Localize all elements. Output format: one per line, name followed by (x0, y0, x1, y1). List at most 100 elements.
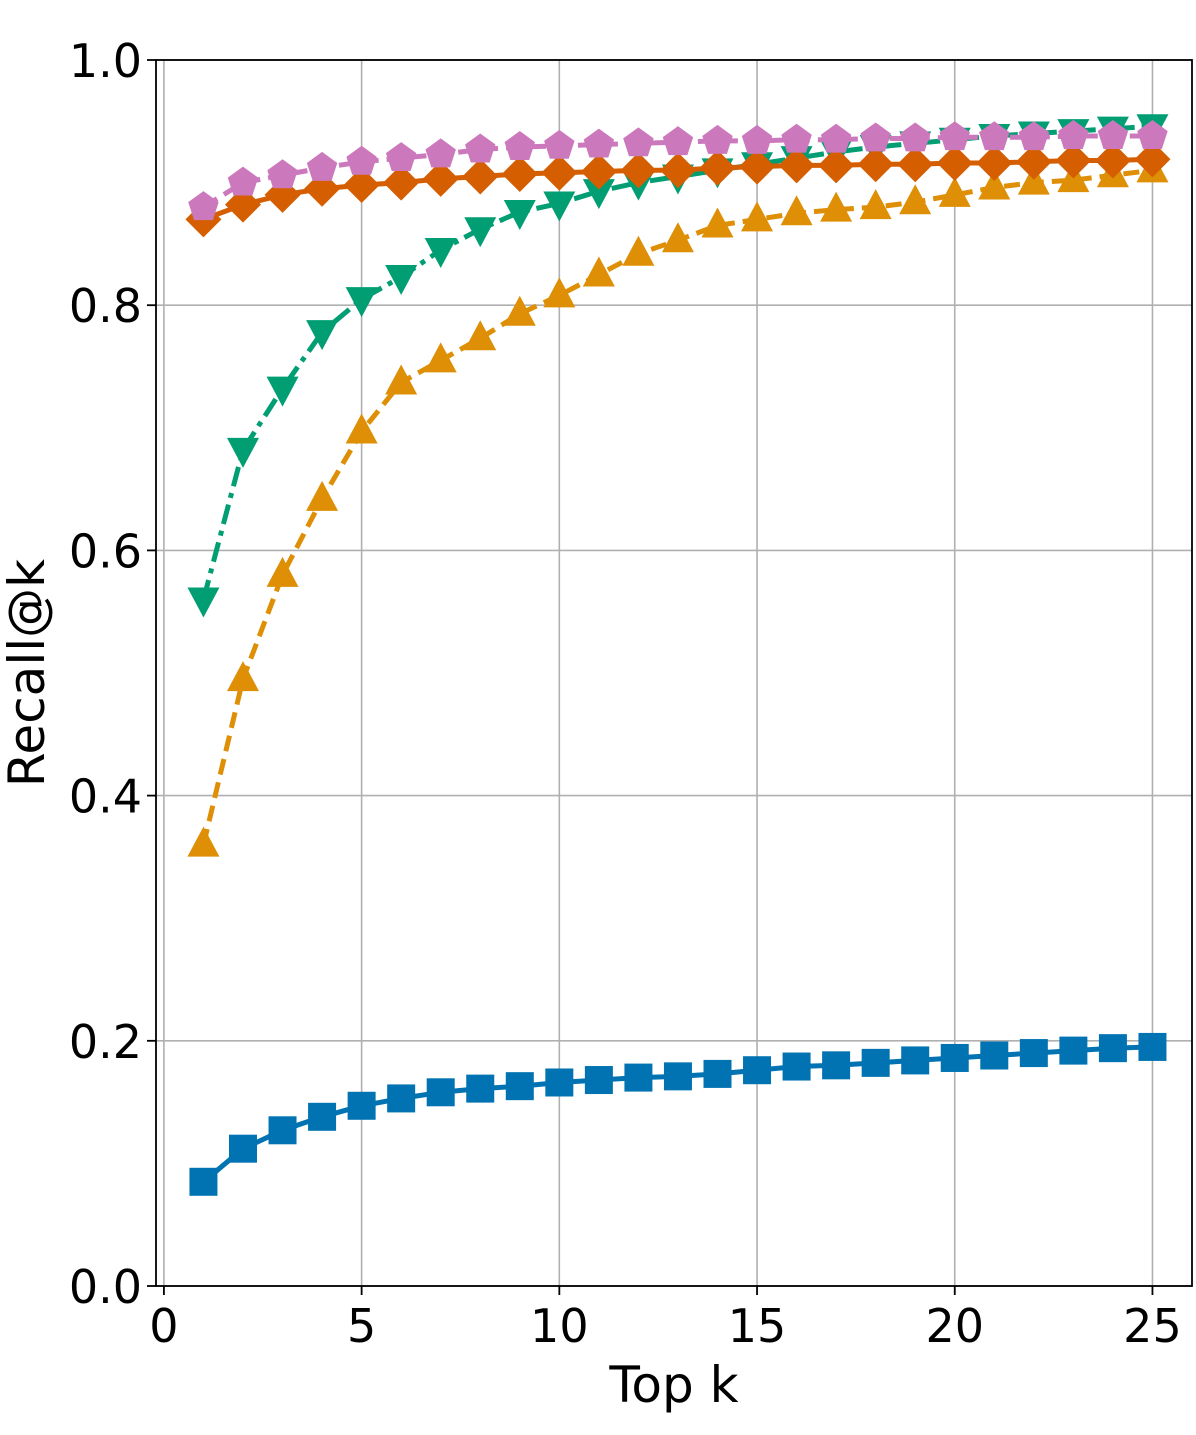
data-point (861, 1048, 890, 1077)
x-axis-title: Top k (608, 1356, 738, 1414)
data-point (465, 133, 496, 163)
data-point (979, 121, 1010, 151)
data-point (781, 123, 812, 153)
data-point (227, 166, 259, 196)
data-point (1137, 120, 1168, 149)
series-vermillion-diamond (185, 141, 1171, 238)
data-point (582, 256, 615, 287)
data-point (504, 131, 536, 160)
data-point (226, 437, 259, 468)
data-point (857, 146, 894, 183)
data-point (741, 124, 773, 154)
data-point (306, 151, 338, 181)
data-point (503, 200, 536, 231)
data-point (224, 186, 261, 223)
data-point (187, 826, 220, 857)
data-point (464, 217, 497, 248)
x-tick-label: 15 (728, 1299, 787, 1353)
data-point (543, 277, 576, 308)
data-point (939, 121, 970, 151)
data-point (505, 1072, 534, 1101)
series-line (201, 167, 1153, 846)
series-pink-pentagon (188, 120, 1168, 221)
data-point (228, 1134, 257, 1163)
y-axis-title: Recall@k (0, 559, 56, 787)
y-tick-label: 0.4 (69, 770, 142, 824)
data-point (1094, 142, 1131, 179)
data-point (976, 144, 1013, 181)
data-point (462, 158, 499, 195)
data-point (1059, 1036, 1088, 1065)
data-point (859, 189, 892, 220)
data-point (584, 1066, 613, 1095)
data-point (266, 376, 299, 407)
data-point (1018, 121, 1050, 151)
data-point (780, 195, 813, 226)
plot-frame (155, 59, 1193, 1287)
data-point (346, 145, 377, 175)
data-point (387, 1084, 416, 1113)
data-point (1134, 141, 1171, 178)
data-point (1097, 120, 1129, 149)
data-point (741, 201, 774, 232)
axis-ticks: 0 5 10 15 20 25 0.0 0.2 0.4 0.6 0.8 1.0 (69, 34, 1182, 1353)
data-point (1098, 1034, 1127, 1063)
data-point (860, 122, 891, 152)
data-point (822, 1051, 851, 1080)
y-tick-label: 0.0 (69, 1260, 142, 1314)
data-point (622, 235, 655, 266)
data-point (699, 149, 736, 186)
data-point (1015, 143, 1052, 180)
data-point (659, 152, 696, 189)
data-point (901, 1046, 930, 1075)
data-point (343, 167, 380, 204)
data-point (662, 126, 694, 156)
data-point (624, 1063, 653, 1092)
data-point (466, 1074, 495, 1103)
data-point (464, 320, 497, 351)
x-tick-label: 10 (530, 1299, 589, 1353)
data-point (899, 184, 932, 215)
data-point (938, 176, 971, 207)
data-point (187, 587, 220, 618)
data-point (583, 128, 615, 158)
y-tick-label: 0.6 (69, 524, 142, 578)
series-orange-triangle-up (187, 152, 1169, 857)
data-point (306, 480, 339, 511)
data-point (422, 160, 459, 197)
data-point (545, 1068, 574, 1097)
data-point (702, 124, 733, 154)
data-point (385, 265, 418, 296)
data-point (543, 191, 576, 222)
data-point (347, 1091, 376, 1120)
x-tick-label: 5 (347, 1299, 376, 1353)
data-point (899, 122, 931, 152)
series-blue-square (189, 1032, 1167, 1196)
data-point (308, 1102, 337, 1131)
data-point (701, 207, 734, 238)
data-point (782, 1052, 811, 1081)
data-point (226, 661, 259, 692)
data-point (425, 138, 456, 168)
data-point (345, 287, 378, 318)
data-point (383, 164, 420, 201)
series-layer (185, 114, 1171, 1196)
data-point (620, 152, 657, 189)
data-point (778, 147, 815, 184)
data-point (980, 1041, 1009, 1070)
data-point (426, 1078, 455, 1107)
data-point (503, 295, 536, 326)
data-point (663, 1062, 692, 1091)
data-point (897, 146, 934, 183)
data-point (820, 191, 853, 222)
data-point (501, 156, 538, 193)
data-point (936, 144, 973, 181)
data-point (820, 123, 852, 153)
data-point (582, 179, 615, 210)
data-point (424, 342, 457, 373)
data-point (189, 1167, 218, 1196)
data-point (743, 1056, 772, 1085)
series-line (201, 123, 1153, 601)
data-point (306, 320, 339, 351)
